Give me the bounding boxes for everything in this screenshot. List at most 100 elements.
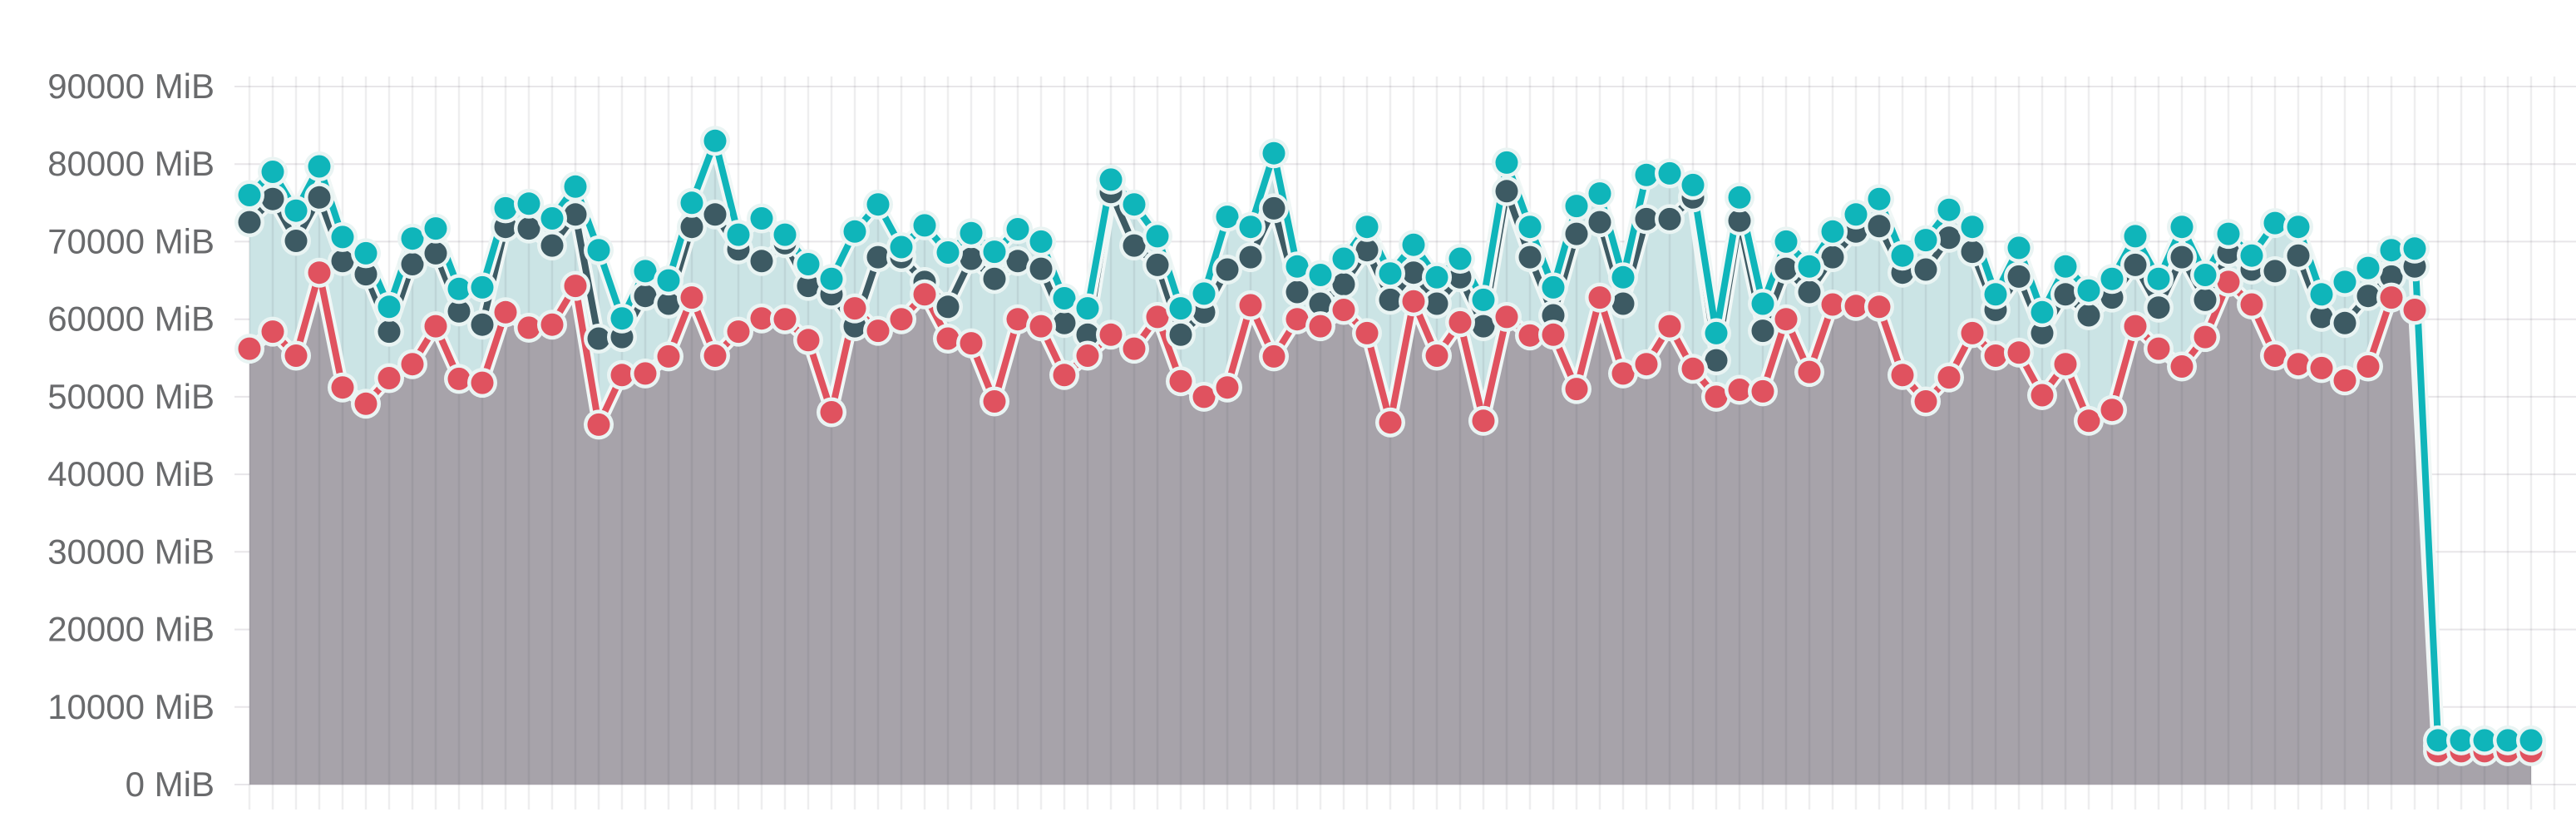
cyan-data-point	[2170, 215, 2194, 239]
cyan-data-point	[1937, 198, 1961, 221]
cyan-data-point	[1821, 220, 1844, 243]
cyan-data-point	[1332, 247, 1355, 270]
slate-data-point	[2263, 260, 2287, 283]
cyan-data-point	[447, 277, 471, 300]
cyan-data-point	[1844, 203, 1868, 226]
red-data-point	[1448, 310, 1472, 334]
slate-data-point	[750, 250, 773, 273]
slate-data-point	[680, 215, 703, 239]
slate-data-point	[1239, 245, 1262, 269]
slate-data-point	[1169, 323, 1192, 346]
red-data-point	[1076, 344, 1099, 367]
cyan-data-point	[2031, 300, 2054, 324]
cyan-data-point	[1402, 233, 1425, 256]
red-data-point	[447, 367, 471, 390]
cyan-data-point	[1751, 292, 1774, 315]
cyan-data-point	[1239, 215, 1262, 239]
red-data-point	[1216, 376, 1239, 399]
slate-data-point	[1728, 209, 1751, 232]
red-data-point	[331, 376, 354, 399]
cyan-data-point	[1146, 225, 1169, 248]
red-data-point	[2194, 325, 2217, 349]
slate-data-point	[936, 295, 960, 319]
red-data-point	[1774, 308, 1798, 331]
red-data-point	[1239, 294, 1262, 317]
cyan-data-point	[1053, 287, 1076, 309]
slate-data-point	[1588, 210, 1611, 234]
red-data-point	[1006, 308, 1029, 331]
red-data-point	[890, 308, 913, 331]
cyan-data-point	[657, 269, 680, 292]
cyan-data-point	[2147, 267, 2170, 290]
cyan-data-point	[1658, 161, 1681, 185]
cyan-data-point	[820, 267, 843, 290]
cyan-data-point	[1705, 321, 1728, 344]
slate-data-point	[1076, 323, 1099, 346]
cyan-data-point	[1984, 283, 2007, 306]
slate-data-point	[2356, 285, 2380, 308]
cyan-data-point	[1681, 173, 1705, 196]
cyan-data-point	[2496, 729, 2519, 752]
slate-data-point	[2310, 305, 2333, 329]
red-data-point	[494, 300, 517, 324]
red-data-point	[913, 283, 936, 306]
cyan-data-point	[331, 225, 354, 249]
cyan-data-point	[2356, 256, 2380, 280]
red-data-point	[1332, 299, 1355, 321]
cyan-data-point	[517, 192, 540, 215]
red-data-point	[2356, 355, 2380, 378]
cyan-data-point	[1495, 151, 1518, 174]
slate-data-point	[1379, 288, 1402, 311]
cyan-data-point	[2263, 211, 2287, 235]
cyan-data-point	[890, 235, 913, 259]
cyan-data-point	[471, 275, 494, 299]
red-data-point	[261, 320, 284, 344]
y-axis-tick-label: 10000 MiB	[47, 687, 215, 726]
cyan-data-point	[1006, 218, 1029, 240]
slate-data-point	[703, 203, 727, 226]
slate-data-point	[1914, 258, 1937, 281]
red-data-point	[1402, 290, 1425, 313]
slate-data-point	[284, 230, 308, 252]
red-data-point	[401, 353, 424, 376]
cyan-data-point	[308, 155, 331, 178]
slate-data-point	[1705, 349, 1728, 372]
slate-data-point	[2147, 296, 2170, 319]
slate-data-point	[1053, 311, 1076, 334]
cyan-data-point	[284, 199, 308, 222]
red-data-point	[1658, 314, 1681, 338]
red-data-point	[773, 308, 797, 331]
slate-data-point	[401, 253, 424, 275]
red-data-point	[354, 392, 378, 415]
cyan-data-point	[1518, 215, 1542, 239]
red-data-point	[564, 275, 587, 298]
red-data-point	[1681, 357, 1705, 380]
slate-data-point	[1216, 258, 1239, 281]
red-data-point	[238, 337, 261, 360]
cyan-data-point	[1216, 206, 1239, 229]
red-data-point	[610, 364, 634, 387]
cyan-data-point	[1914, 229, 1937, 252]
red-data-point	[983, 390, 1006, 413]
red-data-point	[1565, 378, 1588, 401]
red-data-point	[1262, 344, 1286, 368]
vertical-gridlines	[248, 77, 2556, 810]
cyan-data-point	[2333, 270, 2356, 294]
red-data-point	[1914, 390, 1937, 413]
cyan-data-point	[703, 129, 727, 152]
cyan-data-point	[960, 221, 983, 245]
y-axis-tick-label: 50000 MiB	[47, 377, 215, 416]
cyan-data-point	[1076, 297, 1099, 320]
cyan-data-point	[1262, 141, 1286, 165]
red-data-point	[1635, 353, 1658, 376]
red-data-point	[680, 286, 703, 309]
red-data-point	[1868, 295, 1891, 319]
cyan-data-point	[540, 207, 564, 230]
cyan-data-point	[1169, 297, 1192, 320]
slate-data-point	[1495, 180, 1518, 203]
cyan-data-point	[1192, 282, 1216, 305]
slate-data-point	[447, 300, 471, 323]
y-axis-tick-label: 60000 MiB	[47, 300, 215, 339]
red-data-point	[2287, 353, 2310, 376]
